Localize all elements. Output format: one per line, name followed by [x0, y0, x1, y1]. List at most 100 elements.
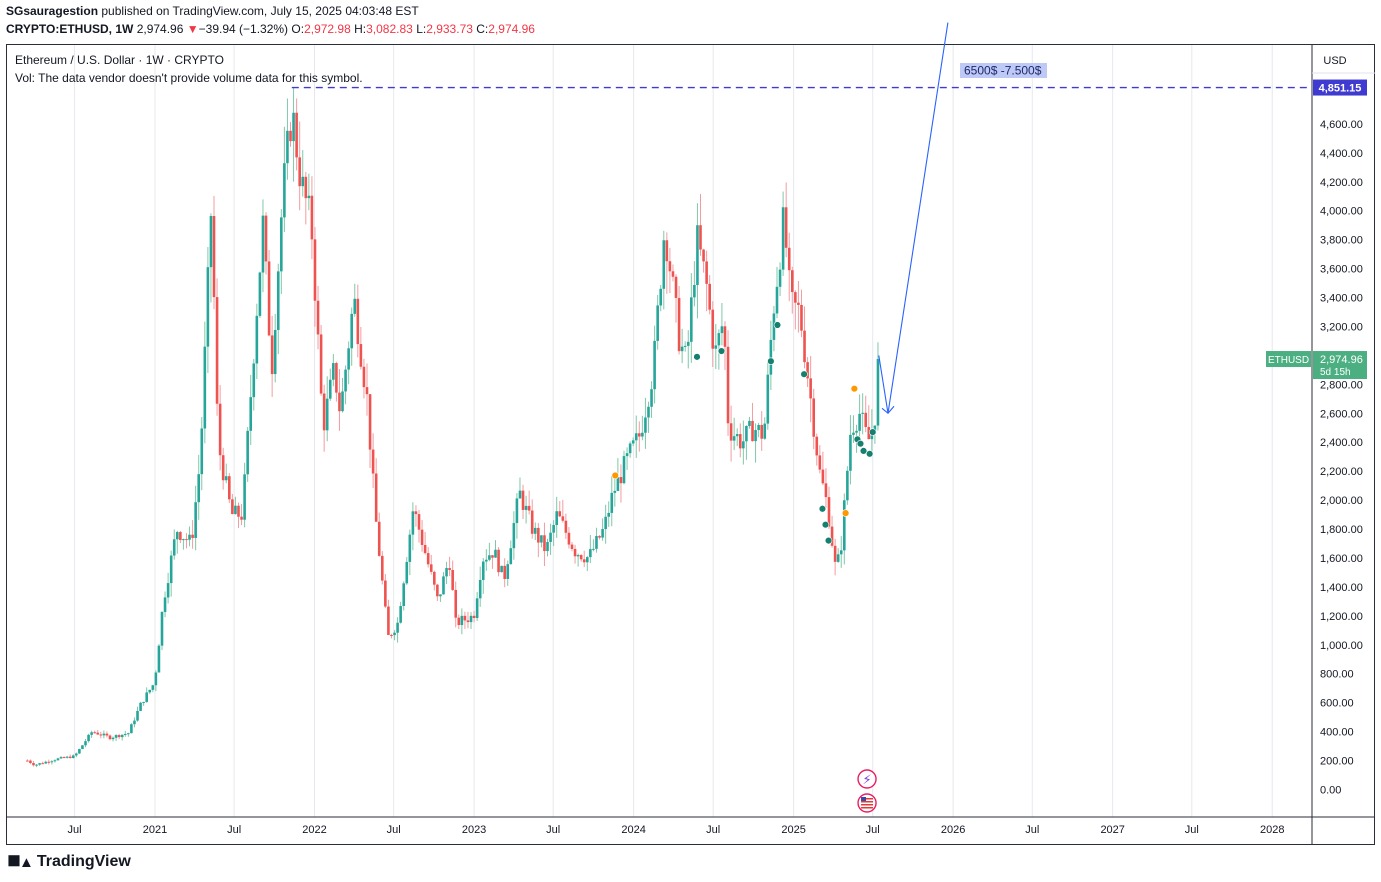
- candle-body: [546, 541, 549, 552]
- candle-body: [843, 500, 846, 551]
- y-tick-label: 3,600.00: [1320, 264, 1363, 276]
- candle-body: [668, 261, 672, 272]
- candle-body: [696, 225, 699, 285]
- candle-body: [598, 536, 601, 538]
- candle-body: [310, 195, 314, 240]
- event-dot-green: [767, 357, 775, 365]
- candle-body: [619, 477, 623, 484]
- flag-stripe: [861, 807, 874, 809]
- y-tick-label: 2,600.00: [1320, 408, 1363, 420]
- candle-body: [377, 521, 381, 556]
- candle-body: [460, 615, 464, 626]
- y-tick-label: 4,400.00: [1320, 148, 1363, 160]
- candle-body: [283, 163, 286, 218]
- candle-body: [175, 532, 179, 540]
- y-tick-label: 4,200.00: [1320, 177, 1363, 189]
- event-dot-green: [865, 450, 874, 458]
- candle-body: [735, 434, 739, 437]
- candle-body: [90, 732, 93, 735]
- tradingview-logo[interactable]: ⯀▲ TradingView: [8, 853, 131, 871]
- candle-body: [641, 432, 644, 437]
- candle-body: [304, 176, 308, 199]
- candle-body: [723, 326, 727, 347]
- y-tick-label: 1,800.00: [1320, 524, 1363, 536]
- candle-body: [830, 526, 834, 546]
- candle-body: [738, 434, 742, 449]
- candle-body: [414, 511, 418, 515]
- candle-body: [206, 267, 210, 347]
- candle-body: [558, 511, 562, 517]
- x-tick-label: Jul: [1025, 824, 1039, 836]
- candle-body: [864, 412, 868, 427]
- candle-body: [289, 130, 292, 142]
- candle-body: [148, 689, 152, 693]
- candle-body: [38, 763, 41, 765]
- down-arrow-icon: ▼: [186, 22, 199, 36]
- candle-body: [818, 455, 822, 470]
- candle-body: [328, 379, 332, 399]
- candle-body: [356, 298, 360, 345]
- target-price-tag: [1313, 79, 1367, 96]
- y-tick-label: 800.00: [1320, 669, 1354, 681]
- candle-body: [29, 760, 32, 764]
- candle-body: [665, 240, 669, 262]
- legend-title[interactable]: Ethereum / U.S. Dollar · 1W · CRYPTO: [15, 53, 224, 67]
- candle-body: [359, 344, 363, 367]
- ohlc-line: CRYPTO:ETHUSD, 1W 2,974.96 ▼−39.94 (−1.3…: [6, 22, 535, 36]
- candle-body: [702, 249, 705, 262]
- candle-body: [616, 477, 620, 491]
- candle-body: [335, 363, 338, 393]
- candle-body: [200, 428, 204, 475]
- candle-body: [867, 426, 871, 440]
- candle-body: [347, 348, 350, 370]
- candle-body: [638, 433, 641, 437]
- candle-body: [99, 734, 103, 736]
- candle-body: [625, 453, 629, 457]
- candle-body: [243, 474, 246, 520]
- candle-body: [371, 449, 375, 474]
- candle-body: [656, 305, 659, 341]
- candle-body: [96, 732, 100, 735]
- candle-body: [494, 549, 497, 558]
- candle-body: [530, 510, 534, 534]
- candle-body: [628, 443, 632, 454]
- us-flag-icon: [857, 793, 877, 813]
- candle-body: [59, 757, 63, 759]
- candle-body: [267, 261, 271, 336]
- candle-body: [451, 570, 454, 590]
- candle-body: [35, 764, 38, 766]
- candle-body: [249, 397, 253, 431]
- candle-body: [258, 272, 262, 316]
- candle-body: [858, 413, 861, 431]
- candle-body: [824, 483, 828, 498]
- event-dot-green: [821, 520, 830, 529]
- candle-body: [62, 757, 66, 759]
- candle-body: [659, 288, 663, 306]
- low-label: L:: [416, 22, 427, 36]
- candle-body: [276, 271, 280, 330]
- lightning-event-icon: [857, 769, 877, 789]
- target-price-text: 4,851.15: [1319, 83, 1362, 95]
- candle-body: [803, 330, 806, 363]
- candle-body: [836, 554, 840, 562]
- x-tick-label: Jul: [387, 824, 401, 836]
- candle-body: [411, 511, 415, 535]
- candle-body: [439, 594, 442, 597]
- candle-body: [760, 424, 763, 439]
- low-value: 2,933.73: [426, 22, 473, 36]
- price-change: −39.94 (−1.32%): [198, 22, 289, 36]
- y-tick-label: 1,600.00: [1320, 553, 1363, 565]
- candle-body: [65, 756, 69, 758]
- annotation-text: 6500$ -7.500$: [964, 64, 1042, 78]
- candle-body: [622, 456, 626, 484]
- candle-body: [800, 304, 803, 331]
- author-name[interactable]: SGsauragestion: [6, 4, 99, 18]
- candle-body: [790, 270, 794, 293]
- event-dot-green: [773, 321, 782, 329]
- annotation-box: [960, 63, 1047, 78]
- candle-body: [93, 732, 96, 734]
- open-label: O:: [291, 22, 305, 36]
- y-tick-label: 2,200.00: [1320, 466, 1363, 478]
- candle-body: [429, 564, 433, 572]
